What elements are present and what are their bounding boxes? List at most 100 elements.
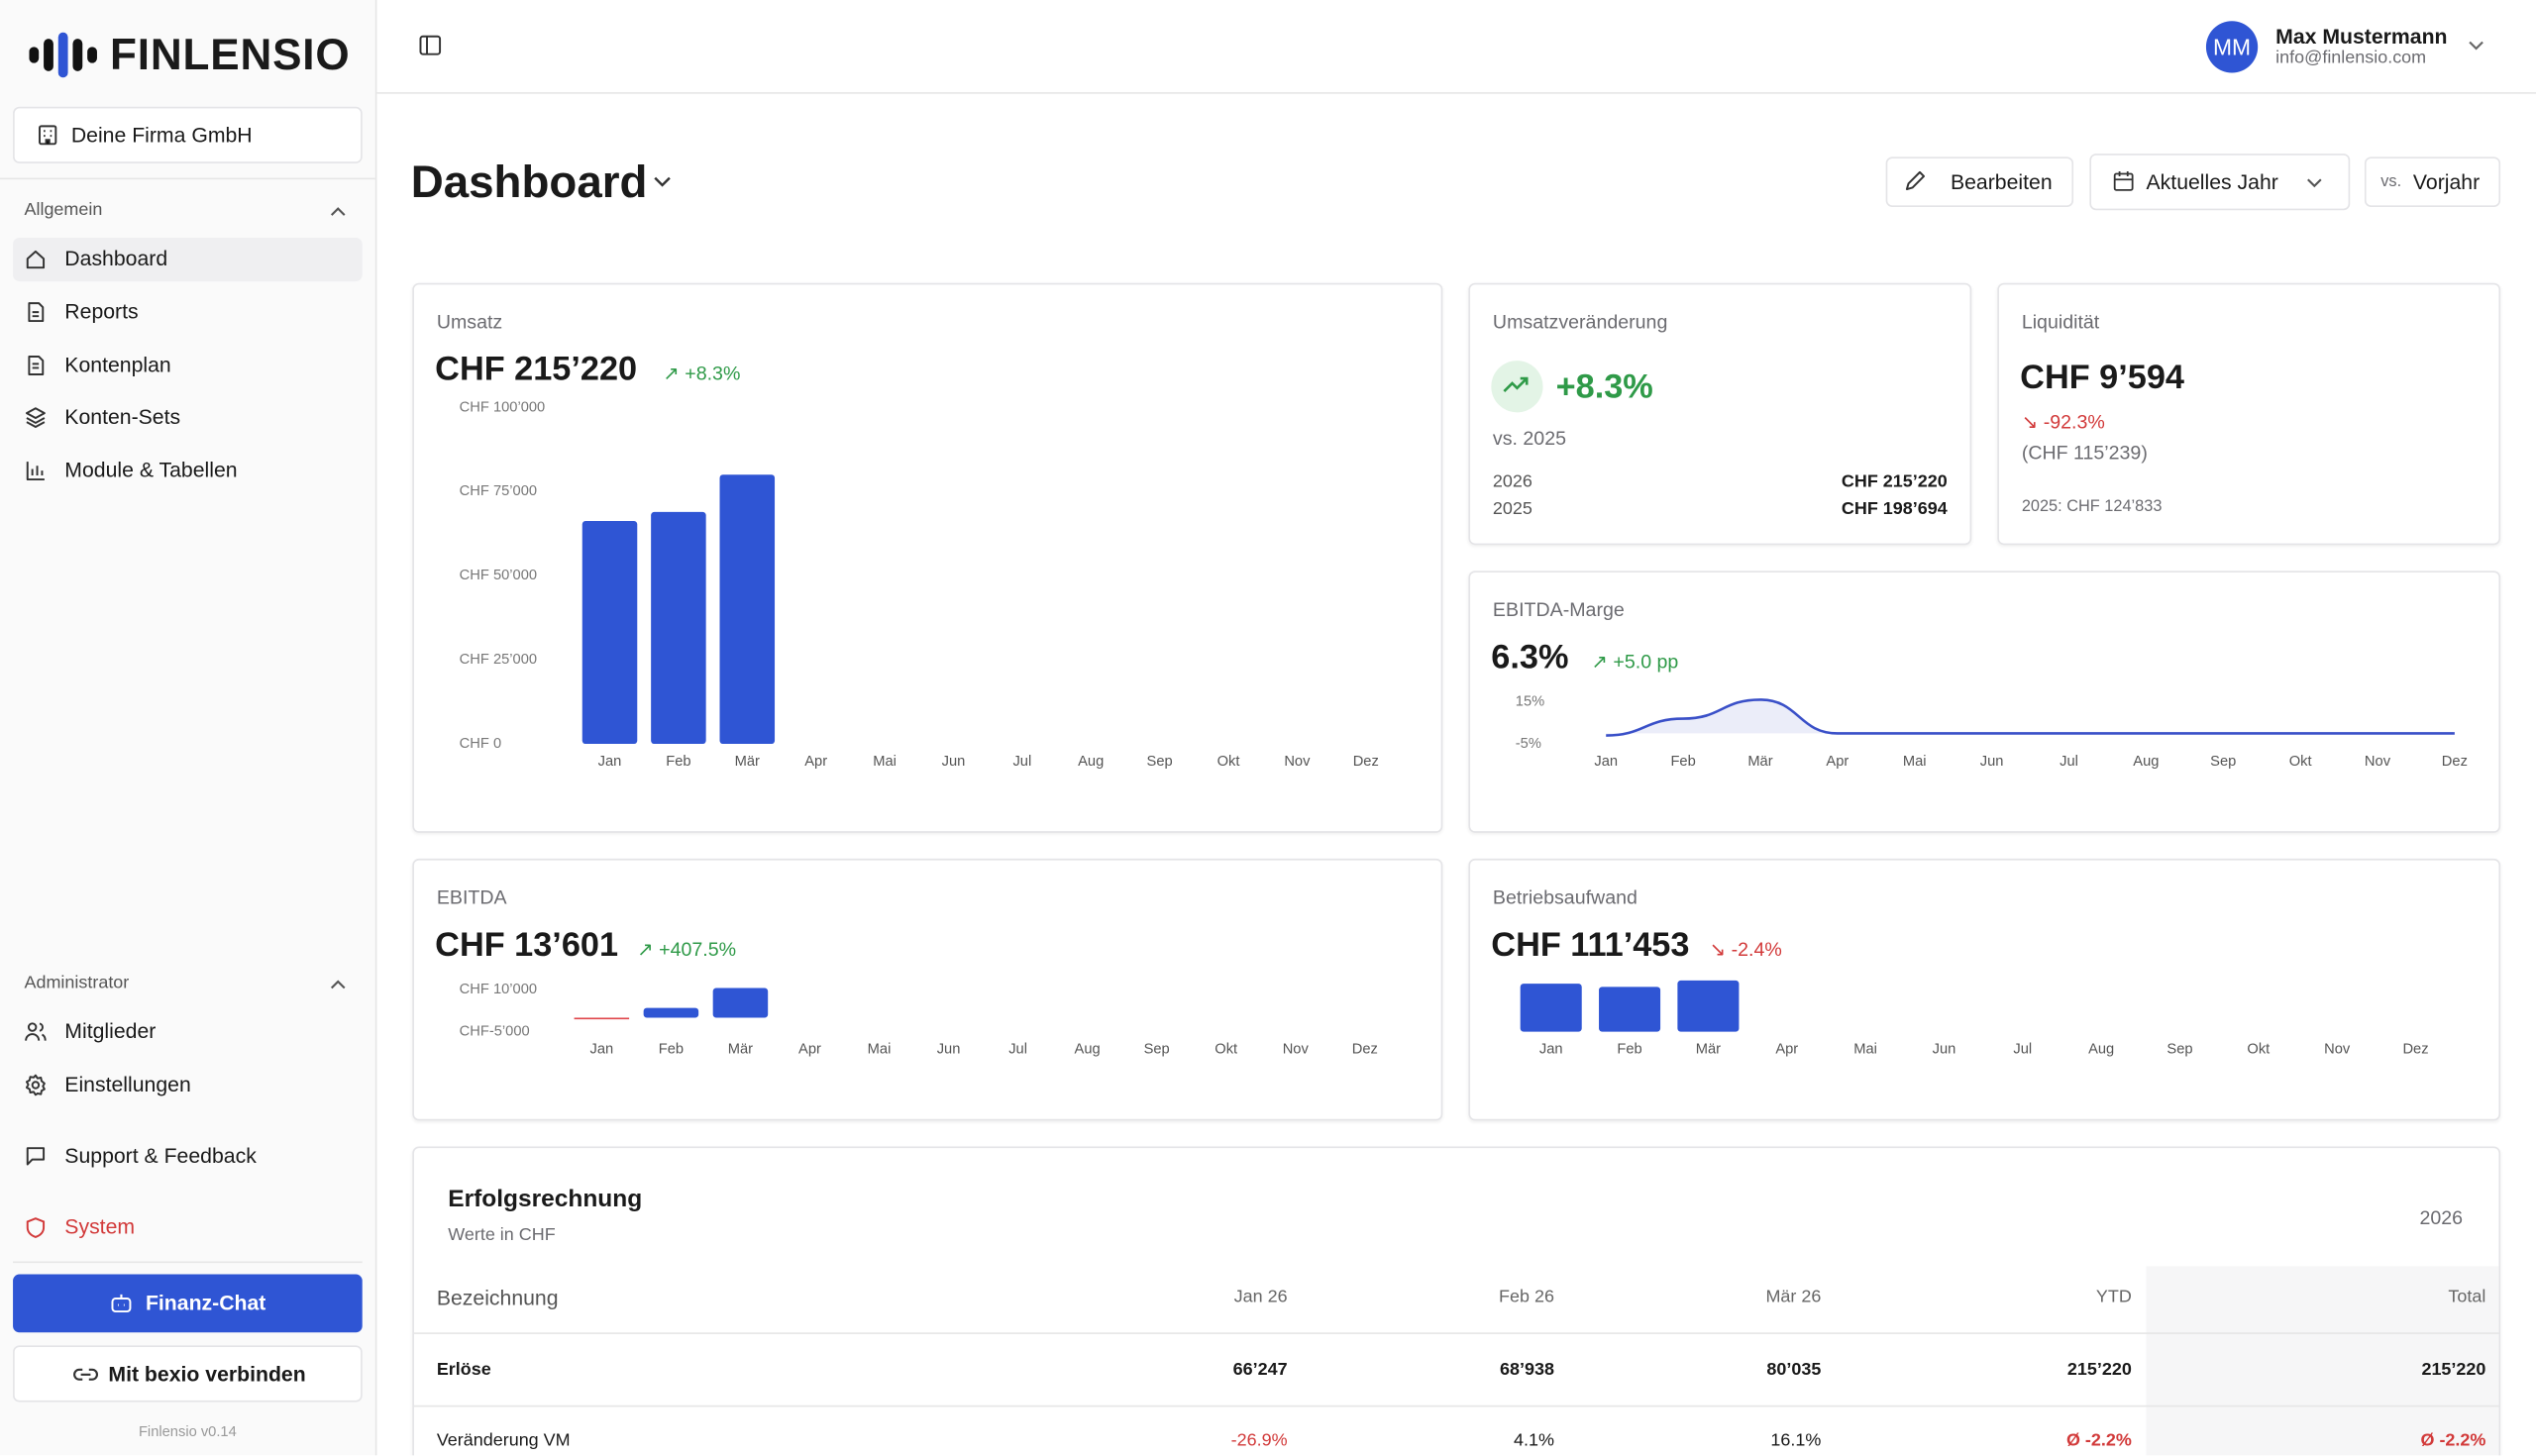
card-value: 6.3% xyxy=(1491,638,1569,676)
nav-icon xyxy=(28,356,45,375)
nav-item[interactable]: Kontenplan xyxy=(64,352,171,377)
nav-icon xyxy=(26,462,45,481)
avatar-initials: MM xyxy=(2213,34,2252,60)
building-icon xyxy=(39,125,57,146)
system-link[interactable]: System xyxy=(64,1214,136,1239)
collapse-chevron[interactable] xyxy=(328,979,348,991)
card-change: ↗ +8.3% xyxy=(663,364,740,383)
table-subtitle: Werte in CHF xyxy=(448,1225,556,1246)
card-value: +8.3% xyxy=(1555,368,1653,406)
nav-item[interactable]: Konten-Sets xyxy=(64,404,181,429)
nav-item[interactable]: Reports xyxy=(64,299,139,324)
umsatzveraenderung-card xyxy=(1468,282,1972,546)
change-text: -92.3% xyxy=(2043,410,2105,434)
table-cell: -26.9% xyxy=(1230,1430,1288,1451)
card-value: CHF 13’601 xyxy=(435,926,619,965)
total-column-bg xyxy=(2146,1266,2499,1456)
column-header: Total xyxy=(2448,1287,2486,1307)
row-value: CHF 198’694 xyxy=(1841,499,1948,520)
edit-button[interactable] xyxy=(1885,156,2074,207)
card-title: Umsatzveränderung xyxy=(1492,310,1668,334)
row-label: 2026 xyxy=(1492,471,1532,492)
section-title: Administrator xyxy=(24,973,130,993)
table-cell: 4.1% xyxy=(1514,1430,1554,1451)
collapse-chevron[interactable] xyxy=(328,205,348,218)
pencil-icon xyxy=(1905,170,1926,190)
company-selector[interactable] xyxy=(13,106,363,163)
divider xyxy=(13,1261,363,1264)
table-cell: 16.1% xyxy=(1770,1430,1822,1451)
card-title: EBITDA xyxy=(436,885,507,909)
nav-icon xyxy=(25,1074,46,1096)
logo-text: FINLENSIO xyxy=(110,31,351,79)
card-title: Umsatz xyxy=(436,310,503,334)
nav-item[interactable]: Einstellungen xyxy=(64,1072,191,1096)
change-text: -2.4% xyxy=(1731,937,1782,961)
change-text: +5.0 pp xyxy=(1613,650,1679,674)
row-border xyxy=(413,1404,2499,1407)
table-title: Erfolgsrechnung xyxy=(448,1185,643,1213)
row-border xyxy=(413,1332,2499,1334)
chevron[interactable] xyxy=(652,174,673,189)
card-change: ↘ -2.4% xyxy=(1710,940,1782,960)
nav-item[interactable]: Mitglieder xyxy=(64,1018,157,1044)
nav-icon xyxy=(26,250,46,269)
card-note: 2025: CHF 124’833 xyxy=(2021,497,2163,516)
chevron xyxy=(2307,178,2322,188)
chat-icon xyxy=(26,1147,46,1166)
sidebar-toggle[interactable] xyxy=(419,34,442,56)
card-value: CHF 9’594 xyxy=(2020,359,2184,396)
trend-down: ↘ xyxy=(1709,937,1727,961)
column-header: Jan 26 xyxy=(1233,1287,1288,1307)
card-change: ↗ +407.5% xyxy=(637,940,736,960)
card-title: Liquidität xyxy=(2021,310,2100,334)
user-name: Max Mustermann xyxy=(2275,24,2448,49)
connect-button[interactable] xyxy=(13,1345,363,1403)
table-cell: Erlöse xyxy=(436,1360,491,1380)
row-value: CHF 215’220 xyxy=(1841,471,1948,492)
nav-item[interactable]: Dashboard xyxy=(64,246,168,270)
chat-button[interactable] xyxy=(13,1274,363,1333)
card-value: CHF 215’220 xyxy=(435,351,638,388)
shield-icon xyxy=(26,1217,46,1239)
table-cell: Ø -2.2% xyxy=(2420,1430,2486,1451)
table-cell: 66’247 xyxy=(1232,1360,1288,1380)
nav-icon xyxy=(25,1022,47,1041)
trend-up: ↗ xyxy=(1591,650,1608,674)
change-text: +8.3% xyxy=(685,362,741,385)
logo-icon xyxy=(29,32,97,78)
card-subtitle: vs. 2025 xyxy=(1492,427,1567,450)
chevron xyxy=(2469,41,2483,51)
table-cell: Ø -2.2% xyxy=(2065,1430,2132,1451)
avatar[interactable] xyxy=(2205,21,2259,73)
table-cell: 68’938 xyxy=(1500,1360,1554,1380)
link-icon xyxy=(73,1368,98,1381)
trend-up: ↗ xyxy=(663,362,680,385)
support-link[interactable]: Support & Feedback xyxy=(64,1143,257,1168)
row-label: 2025 xyxy=(1492,499,1532,520)
trend-down: ↘ xyxy=(2021,410,2039,434)
table-year: 2026 xyxy=(2419,1205,2464,1229)
header-border xyxy=(376,92,2536,94)
compare-select[interactable] xyxy=(2364,156,2501,207)
table-cell: 215’220 xyxy=(2421,1360,2486,1380)
column-header: Feb 26 xyxy=(1499,1287,1554,1307)
company-name: Deine Firma GmbH xyxy=(70,123,253,148)
card-change: ↘ -92.3% xyxy=(2022,412,2105,432)
connect-button-label: Mit bexio verbinden xyxy=(108,1361,306,1387)
section-title: Allgemein xyxy=(24,200,103,221)
nav-icon xyxy=(25,407,46,428)
column-header: YTD xyxy=(2095,1287,2132,1307)
chat-button-label: Finanz-Chat xyxy=(145,1290,266,1315)
column-header: Mär 26 xyxy=(1765,1287,1822,1307)
liquiditaet-card xyxy=(1997,282,2501,546)
period-label: Aktuelles Jahr xyxy=(2146,169,2278,194)
card-previous: (CHF 115’239) xyxy=(2021,441,2148,465)
bot-icon xyxy=(111,1294,132,1313)
trend-up-icon xyxy=(1503,376,1529,393)
user-email: info@finlensio.com xyxy=(2275,48,2427,68)
trend-up: ↗ xyxy=(637,937,654,961)
nav-item[interactable]: Module & Tabellen xyxy=(64,458,238,482)
change-text: +407.5% xyxy=(659,937,737,961)
